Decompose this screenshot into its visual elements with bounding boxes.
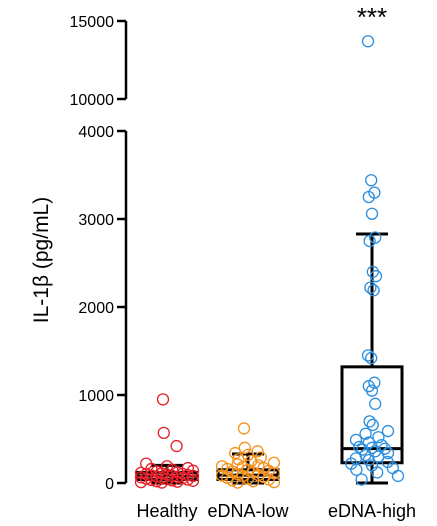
data-point [157,426,170,439]
data-point [186,474,200,487]
y-tick-label: 3000 [78,212,114,229]
data-point [369,270,383,283]
data-point [150,475,163,488]
data-point [367,284,380,297]
data-point [365,384,379,397]
data-point [245,454,258,468]
data-point [391,469,405,483]
data-point [155,476,168,489]
y-tick-label: 10000 [70,92,115,109]
iqr-box [340,365,404,465]
data-point [267,456,281,469]
data-point [361,349,375,362]
y-axis-title: IL-1β (pg/mL) [30,197,53,323]
data-point [365,441,379,454]
y-axis [117,19,128,485]
data-point [229,446,242,460]
data-point [349,433,363,447]
category-label: eDNA-low [207,501,289,521]
data-point [372,431,385,444]
data-point [363,234,376,248]
data-point [365,174,378,187]
category-labels: Healthy eDNA-low eDNA-high [136,501,416,521]
data-point [170,439,183,453]
data-point [365,351,378,365]
tick-labels: 0 1000 2000 3000 4000 10000 15000 [70,14,115,493]
data-point [381,424,395,438]
category-label: Healthy [136,501,197,521]
data-point [237,422,251,435]
y-tick-label: 4000 [78,124,114,141]
data-point [365,207,379,220]
data-point [215,469,229,482]
data-point [231,476,244,489]
data-point [366,418,379,432]
data-point [156,393,170,406]
y-tick-label: 15000 [70,14,115,31]
data-point [171,475,184,488]
data-point [226,474,239,487]
annotations: *** [357,2,387,32]
y-tick-label: 1000 [78,388,114,405]
points-eDNA-high [345,35,405,486]
significance-annotation: *** [357,2,387,32]
y-tick-label: 0 [105,476,114,493]
data-point [371,466,384,479]
data-points [134,35,405,489]
data-point [134,475,148,489]
y-tick-label: 2000 [78,300,114,317]
boxes [135,232,404,485]
data-point [350,463,363,476]
data-point [238,441,251,454]
category-label: eDNA-high [328,501,416,521]
data-point [359,427,372,440]
data-point [361,35,375,48]
data-point [363,415,376,428]
data-point [362,190,375,204]
data-point [364,281,377,294]
box-eDNA-high [340,232,404,485]
data-point [267,475,281,489]
data-point [369,397,382,410]
points-eDNA-low [215,422,281,489]
points-Healthy [134,393,200,489]
data-point [353,440,366,454]
data-point [247,475,260,488]
data-point [355,473,368,486]
